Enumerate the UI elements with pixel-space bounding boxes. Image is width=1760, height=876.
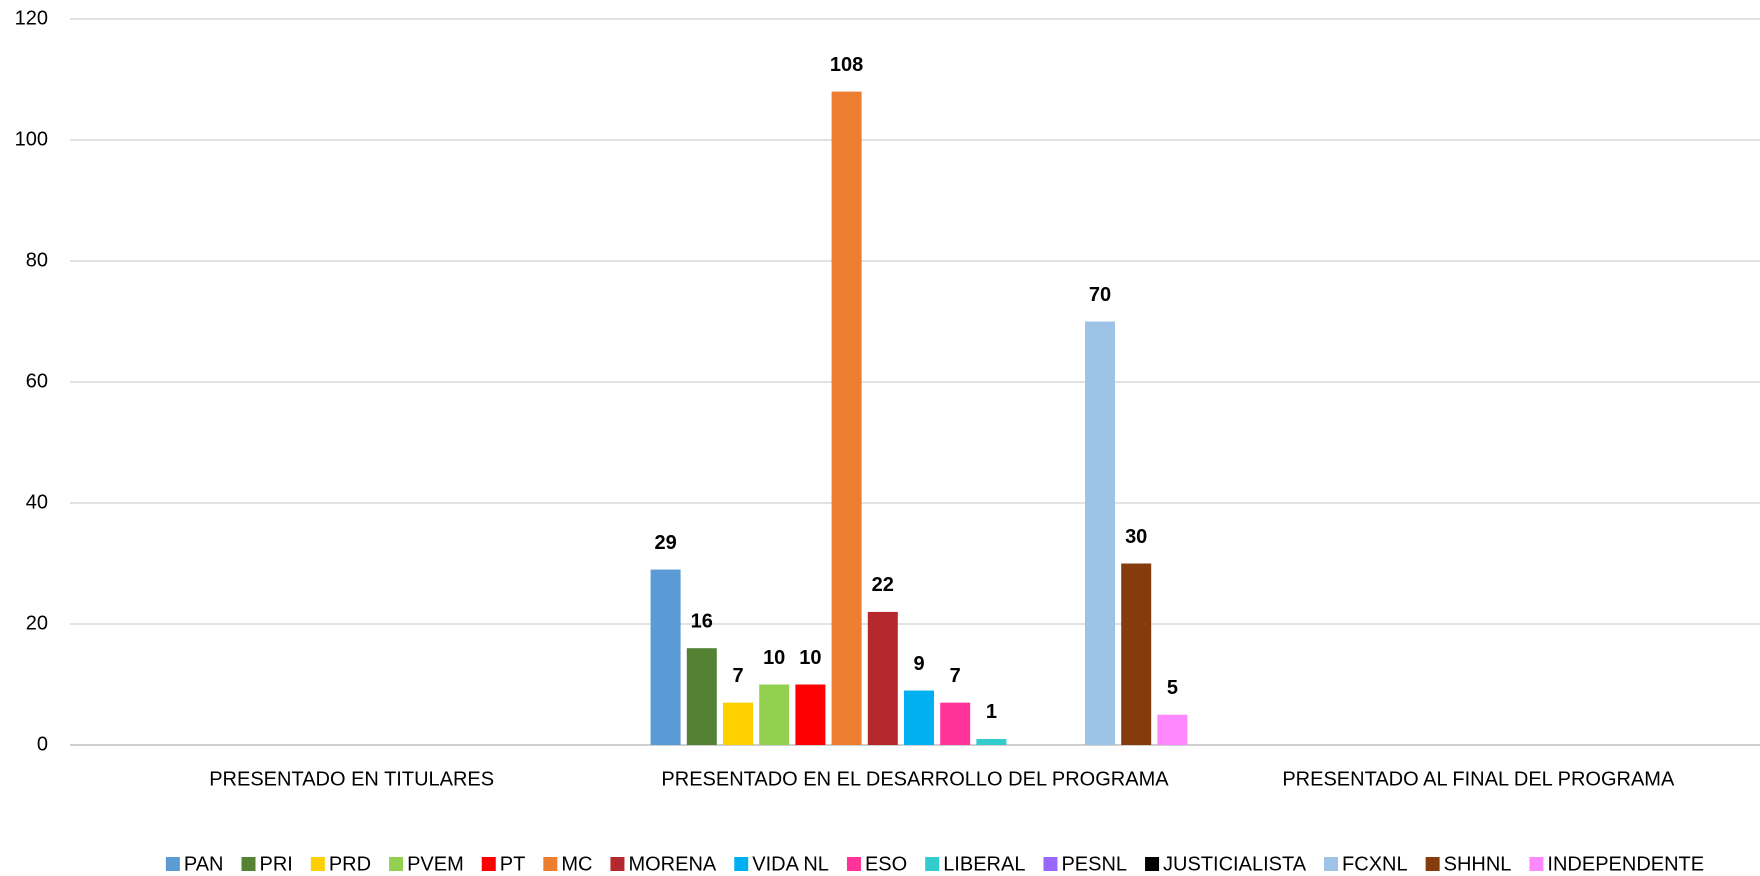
- legend-swatch: [846, 857, 861, 871]
- bar: [723, 702, 753, 745]
- value-label: 7: [950, 665, 961, 687]
- y-tick-label: 0: [37, 733, 48, 755]
- x-tick-label: PRESENTADO EN EL DESARROLLO DEL PROGRAMA: [661, 768, 1169, 790]
- legend-swatch: [1425, 857, 1440, 871]
- y-tick-label: 40: [26, 491, 48, 513]
- value-label: 7: [732, 665, 743, 687]
- y-tick-label: 20: [26, 612, 48, 634]
- bar: [831, 91, 862, 746]
- legend-label: PT: [500, 853, 526, 875]
- legend-swatch: [165, 857, 180, 871]
- value-label: 1: [986, 701, 997, 723]
- legend-label: LIBERAL: [943, 853, 1025, 875]
- value-label: 9: [913, 653, 924, 675]
- legend-swatch: [925, 857, 940, 871]
- value-label: 108: [830, 54, 863, 76]
- bar: [686, 648, 717, 745]
- bar: [1157, 714, 1188, 745]
- legend-label: JUSTICIALISTA: [1163, 853, 1307, 875]
- value-label: 10: [799, 647, 821, 669]
- bar: [940, 702, 971, 745]
- legend-label: MORENA: [628, 853, 716, 875]
- legend-swatch: [389, 857, 404, 871]
- bar: [1085, 321, 1115, 745]
- y-tick-label: 60: [26, 370, 48, 392]
- value-label: 16: [691, 610, 713, 632]
- value-label: 5: [1167, 677, 1178, 699]
- value-label: 22: [872, 574, 894, 596]
- bar: [795, 684, 826, 745]
- legend-label: VIDA NL: [752, 853, 829, 875]
- x-tick-label: PRESENTADO AL FINAL DEL PROGRAMA: [1282, 768, 1675, 790]
- legend-label: PRI: [260, 853, 293, 875]
- legend-label: PESNL: [1061, 853, 1127, 875]
- y-tick-label: 120: [15, 7, 48, 29]
- legend-label: ESO: [865, 853, 907, 875]
- bar: [976, 738, 1007, 745]
- legend-swatch: [241, 857, 256, 871]
- value-label: 10: [763, 647, 785, 669]
- value-label: 70: [1089, 284, 1111, 306]
- legend-swatch: [1043, 857, 1058, 871]
- legend-swatch: [734, 857, 749, 871]
- legend-label: PRD: [329, 853, 371, 875]
- legend-label: PVEM: [407, 853, 464, 875]
- legend-swatch: [1529, 857, 1544, 871]
- bar: [759, 684, 790, 745]
- legend-label: MC: [561, 853, 592, 875]
- legend-swatch: [1324, 857, 1339, 871]
- value-label: 30: [1125, 526, 1147, 548]
- bar: [867, 611, 898, 745]
- legend-swatch: [610, 857, 625, 871]
- y-tick-label: 100: [15, 128, 48, 150]
- bar: [1121, 563, 1152, 745]
- legend-label: FCXNL: [1342, 853, 1408, 875]
- legend-swatch: [481, 857, 496, 871]
- y-tick-label: 80: [26, 249, 48, 271]
- legend-label: PAN: [184, 853, 224, 875]
- legend-label: SHHNL: [1444, 853, 1512, 875]
- legend-swatch: [310, 857, 325, 871]
- value-label: 29: [654, 532, 676, 554]
- legend-label: INDEPENDENTE: [1547, 853, 1704, 875]
- bar: [904, 690, 934, 745]
- legend-swatch: [543, 857, 558, 871]
- legend-swatch: [1145, 857, 1160, 871]
- x-tick-label: PRESENTADO EN TITULARES: [209, 768, 494, 790]
- bar: [650, 569, 681, 745]
